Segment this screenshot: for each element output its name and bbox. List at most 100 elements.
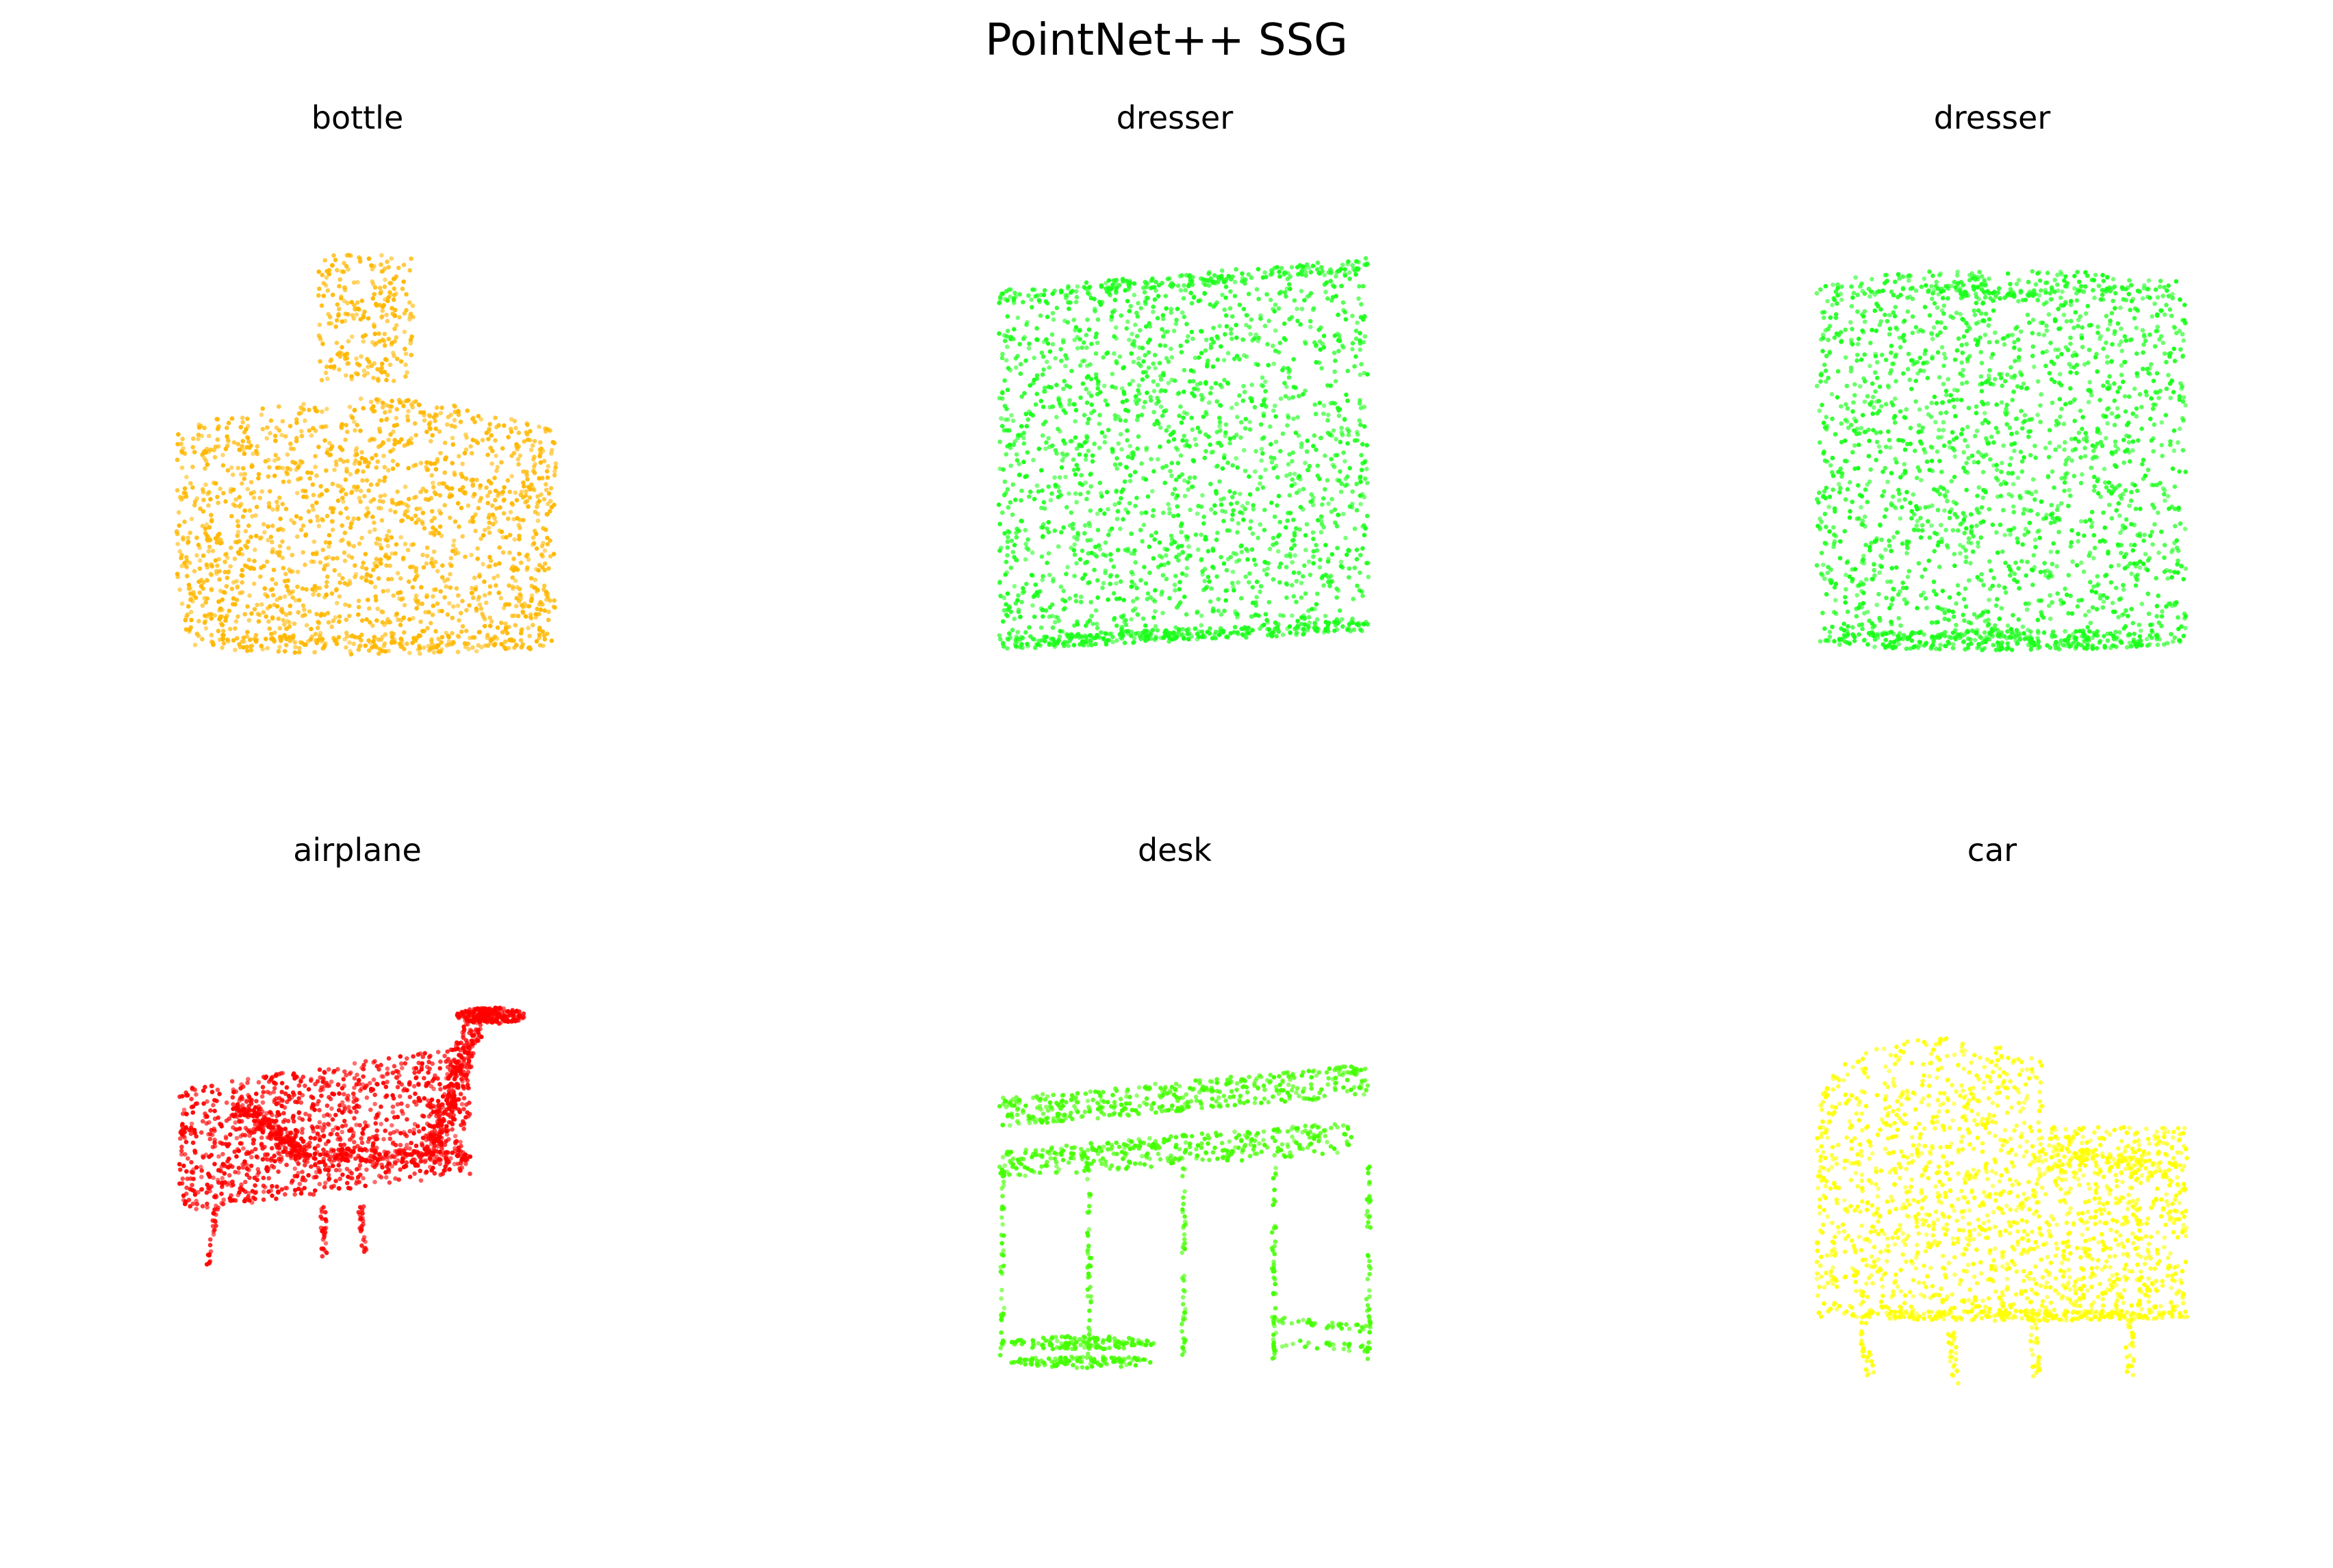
point xyxy=(427,426,432,430)
point xyxy=(422,645,426,650)
point xyxy=(1284,384,1289,389)
point xyxy=(384,620,390,625)
point xyxy=(334,641,340,646)
point xyxy=(1353,354,1358,359)
point xyxy=(401,615,406,621)
point xyxy=(257,536,263,541)
point xyxy=(354,312,359,317)
point xyxy=(1120,400,1125,404)
point xyxy=(358,489,364,493)
point xyxy=(1129,531,1134,537)
point xyxy=(1226,274,1232,279)
point xyxy=(2008,573,2013,578)
point xyxy=(235,524,241,528)
point xyxy=(1160,573,1166,578)
point xyxy=(998,593,1003,599)
point xyxy=(997,633,1002,638)
point xyxy=(1223,588,1229,593)
point xyxy=(1084,439,1089,444)
point xyxy=(1028,634,1033,639)
point xyxy=(220,623,225,628)
point xyxy=(428,621,433,626)
point xyxy=(1012,326,1017,332)
point xyxy=(251,566,257,571)
point xyxy=(1125,319,1130,324)
point xyxy=(1362,532,1367,538)
point xyxy=(1316,360,1322,365)
point xyxy=(1119,496,1123,501)
point xyxy=(371,375,376,381)
point xyxy=(1195,547,1201,552)
point xyxy=(192,569,197,574)
point xyxy=(2149,396,2154,401)
point xyxy=(2129,489,2134,495)
point xyxy=(1259,383,1264,387)
point xyxy=(1123,507,1128,512)
point xyxy=(1228,631,1233,636)
point xyxy=(1337,608,1342,613)
point xyxy=(1289,315,1295,320)
point xyxy=(510,584,515,589)
point xyxy=(1086,288,1091,294)
point xyxy=(235,614,240,619)
point xyxy=(336,307,342,311)
point xyxy=(323,370,329,376)
point xyxy=(493,562,498,567)
point xyxy=(528,487,533,492)
point xyxy=(1049,602,1055,607)
point xyxy=(1168,469,1173,474)
point xyxy=(1019,519,1025,524)
point xyxy=(365,357,370,362)
point xyxy=(257,496,263,500)
point xyxy=(1318,557,1323,563)
point xyxy=(382,284,387,290)
point xyxy=(1078,600,1084,604)
point xyxy=(524,470,529,474)
point xyxy=(1307,620,1312,626)
point xyxy=(342,530,348,535)
point xyxy=(314,612,319,617)
point xyxy=(273,452,279,458)
point xyxy=(2141,366,2145,372)
point xyxy=(381,589,386,594)
point xyxy=(288,611,292,616)
point xyxy=(1112,334,1117,339)
point xyxy=(2164,386,2169,391)
point xyxy=(1338,439,1343,445)
point xyxy=(1060,458,1065,463)
point xyxy=(1017,292,1022,297)
point xyxy=(1321,333,1327,339)
point xyxy=(1021,459,1026,465)
point xyxy=(2102,525,2107,530)
point xyxy=(1140,539,1145,544)
point xyxy=(429,556,435,561)
point xyxy=(407,300,412,305)
point xyxy=(1326,620,1331,626)
point xyxy=(460,598,465,604)
point xyxy=(1843,355,1848,360)
point xyxy=(1290,477,1295,482)
point xyxy=(1326,576,1331,580)
point xyxy=(261,610,266,615)
point xyxy=(2050,469,2055,474)
point xyxy=(1922,567,1928,572)
point xyxy=(2055,355,2061,359)
point xyxy=(256,619,262,624)
point xyxy=(351,280,357,285)
point xyxy=(242,430,247,435)
point xyxy=(377,285,383,290)
point xyxy=(200,603,205,608)
point xyxy=(1303,548,1308,552)
point xyxy=(1354,429,1360,435)
point xyxy=(445,577,450,582)
point xyxy=(1219,554,1223,560)
point xyxy=(451,604,456,609)
point xyxy=(431,485,436,490)
point xyxy=(1223,332,1227,337)
point xyxy=(1282,270,1287,275)
point xyxy=(201,509,206,514)
point xyxy=(1094,376,1099,381)
point xyxy=(1184,322,1189,326)
point xyxy=(366,256,372,261)
point xyxy=(2121,626,2126,631)
